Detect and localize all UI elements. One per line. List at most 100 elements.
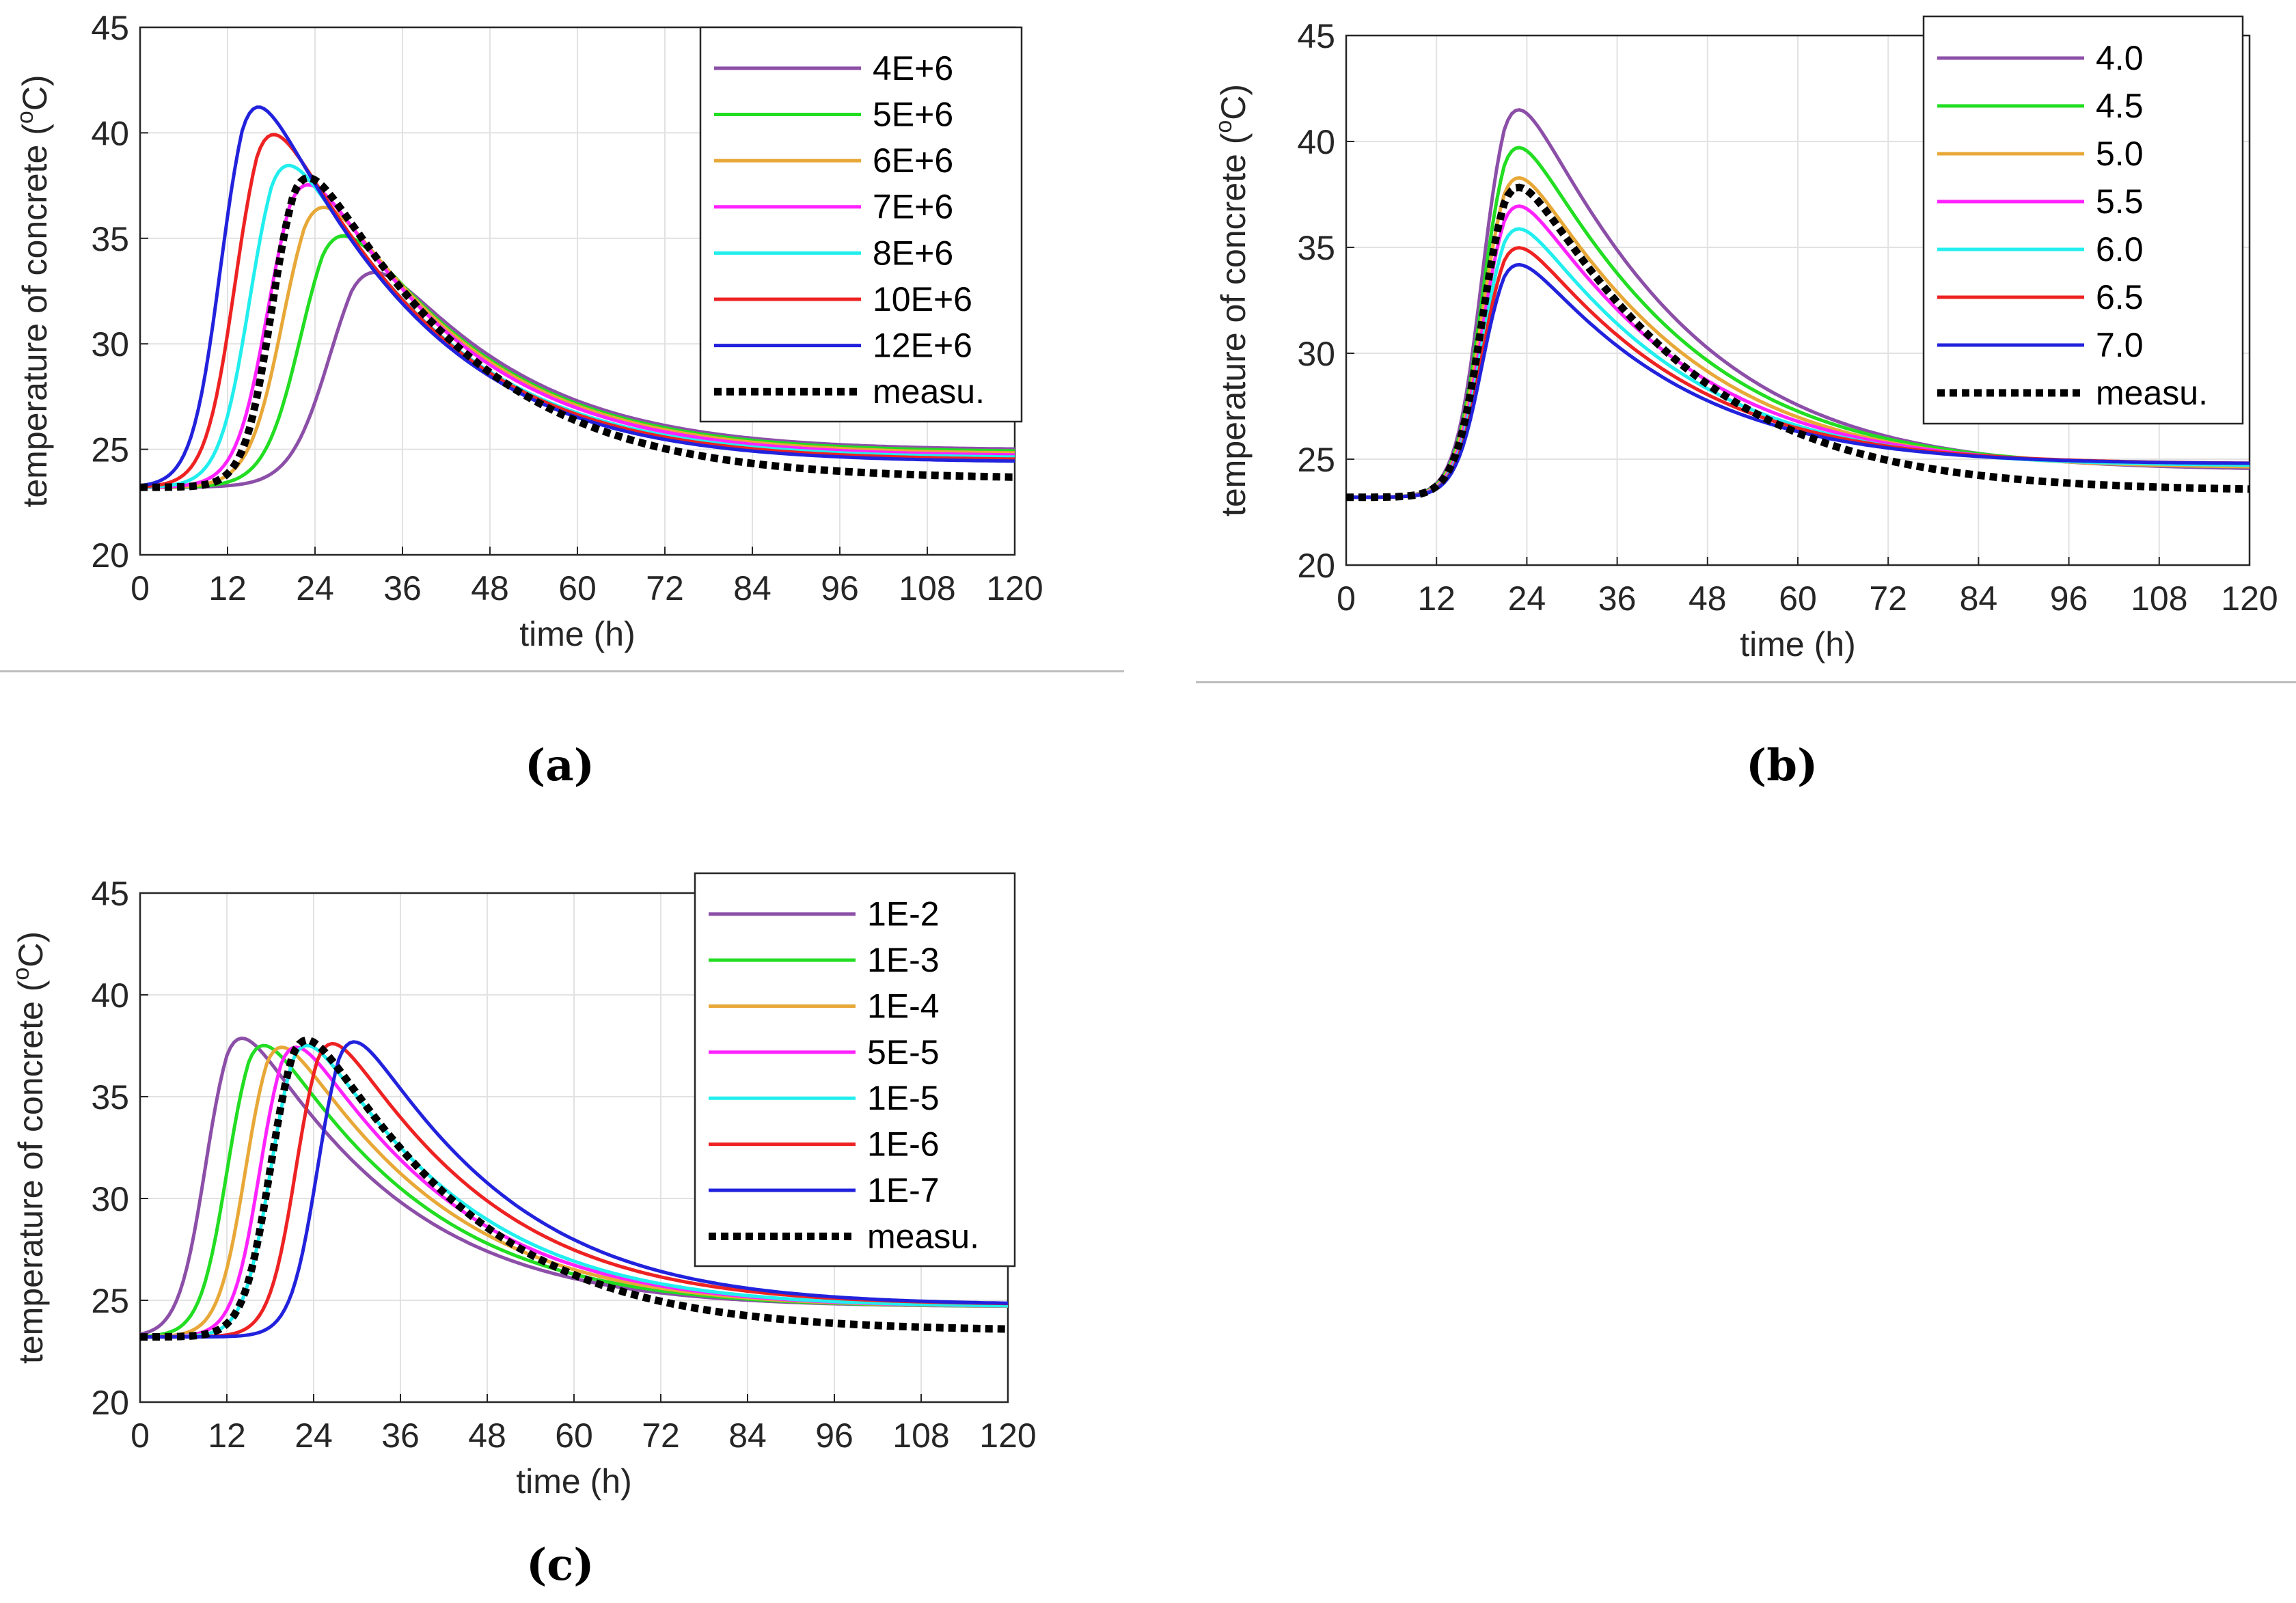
legend-label: 6.0 [2096, 230, 2144, 269]
x-tick-label: 24 [296, 569, 334, 607]
y-tick-label: 20 [91, 1384, 129, 1422]
y-tick-label: 25 [1297, 441, 1335, 479]
y-tick-label: 35 [1297, 229, 1335, 267]
series-line-7E+6 [140, 182, 1015, 489]
legend-label: 1E-5 [867, 1079, 940, 1117]
legend-label: 5E+6 [873, 95, 953, 133]
y-axis-label: temperature of concrete (oC) [8, 931, 50, 1364]
series-line-measu. [140, 1036, 1008, 1341]
y-tick-label: 45 [1297, 17, 1335, 55]
y-tick-label: 30 [91, 1180, 129, 1218]
legend-label: 1E-4 [867, 987, 940, 1025]
x-tick-label: 120 [979, 1416, 1036, 1455]
legend-label: 4E+6 [873, 49, 953, 87]
y-tick-label: 25 [91, 1282, 129, 1320]
x-tick-label: 12 [1417, 579, 1456, 618]
x-tick-label: 0 [131, 569, 150, 607]
y-axis-label: temperature of concrete (oC) [1211, 84, 1253, 517]
x-tick-label: 12 [208, 569, 247, 607]
x-tick-label: 60 [555, 1416, 593, 1455]
series-line-5E+6 [140, 234, 1015, 489]
x-tick-label: 36 [1598, 579, 1637, 618]
legend-box [694, 872, 1016, 1268]
x-tick-label: 120 [2221, 579, 2278, 618]
legend-label: measu. [2096, 374, 2208, 412]
x-tick-label: 120 [986, 569, 1043, 607]
y-axis-label: temperature of concrete (oC) [12, 74, 54, 507]
legend-label: 1E-2 [867, 895, 940, 933]
x-tick-label: 36 [383, 569, 422, 607]
legend-label: 7.0 [2096, 326, 2144, 364]
x-tick-label: 0 [131, 1416, 150, 1455]
x-tick-label: 108 [2131, 579, 2187, 618]
y-tick-label: 25 [91, 431, 129, 469]
x-axis-label: time (h) [516, 1462, 631, 1501]
x-tick-label: 60 [1779, 579, 1817, 618]
legend-label: 5E-5 [867, 1033, 940, 1071]
legend-box [699, 26, 1023, 423]
y-tick-label: 35 [91, 1078, 129, 1116]
y-tick-label: 20 [91, 536, 129, 575]
x-tick-label: 84 [733, 569, 771, 607]
x-axis-label: time (h) [519, 615, 635, 653]
x-tick-label: 108 [892, 1416, 949, 1455]
x-tick-label: 24 [1508, 579, 1546, 618]
legend-label: 1E-7 [867, 1171, 940, 1209]
caption-b: (b) [1746, 740, 1818, 791]
x-axis-label: time (h) [1740, 625, 1855, 663]
series-line-7.0 [1346, 262, 2250, 499]
series-line-12E+6 [140, 105, 1015, 488]
series-line-6E+6 [140, 205, 1015, 489]
separator-line-a [0, 670, 1124, 672]
legend-label: 5.0 [2096, 135, 2144, 173]
legend-label: 1E-3 [867, 941, 940, 979]
legend-label: 6.5 [2096, 278, 2144, 316]
legend-label: 7E+6 [873, 188, 953, 226]
y-tick-label: 35 [91, 220, 129, 258]
y-tick-label: 20 [1297, 547, 1335, 585]
x-tick-label: 96 [821, 569, 859, 607]
legend-label: 4.5 [2096, 87, 2144, 125]
legend-label: measu. [873, 372, 985, 411]
separator-line-b [1196, 681, 2296, 683]
y-tick-label: 45 [91, 875, 129, 913]
y-tick-label: 40 [91, 976, 129, 1015]
legend-label: measu. [867, 1217, 979, 1255]
legend-label: 4.0 [2096, 39, 2144, 77]
x-tick-label: 48 [468, 1416, 506, 1455]
legend-box [1922, 15, 2244, 425]
y-tick-label: 30 [91, 325, 129, 364]
x-tick-label: 24 [295, 1416, 333, 1455]
y-tick-label: 40 [1297, 123, 1335, 161]
x-tick-label: 96 [815, 1416, 853, 1455]
legend-label: 6E+6 [873, 141, 953, 180]
x-tick-label: 96 [2050, 579, 2088, 618]
y-tick-label: 45 [91, 9, 129, 47]
x-tick-label: 72 [642, 1416, 680, 1455]
series-line-10E+6 [140, 133, 1015, 489]
x-tick-label: 36 [381, 1416, 420, 1455]
x-tick-label: 84 [728, 1416, 767, 1455]
x-tick-label: 84 [1960, 579, 1998, 618]
series-line-1E-7 [140, 1040, 1008, 1339]
series-line-4E+6 [140, 271, 1015, 489]
x-tick-label: 108 [899, 569, 955, 607]
x-tick-label: 0 [1337, 579, 1356, 618]
y-tick-label: 40 [91, 114, 129, 152]
legend-label: 12E+6 [873, 327, 972, 365]
series-line-measu. [140, 174, 1015, 491]
legend-label: 8E+6 [873, 234, 953, 272]
x-tick-label: 48 [471, 569, 509, 607]
series-line-1E-5 [140, 1043, 1008, 1339]
caption-c: (c) [526, 1539, 594, 1591]
legend-label: 10E+6 [873, 280, 972, 318]
x-tick-label: 72 [1869, 579, 1907, 618]
x-tick-label: 48 [1689, 579, 1727, 618]
y-tick-label: 30 [1297, 335, 1335, 373]
legend-label: 1E-6 [867, 1125, 940, 1164]
x-tick-label: 72 [646, 569, 684, 607]
